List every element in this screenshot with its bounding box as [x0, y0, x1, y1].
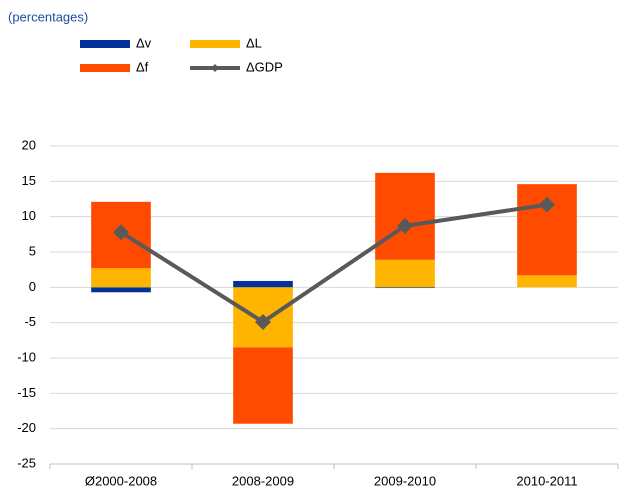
line-marker: [255, 313, 271, 330]
x-tick-label: 2010-2011: [516, 473, 577, 488]
legend-swatch: [80, 64, 130, 72]
line-marker: [539, 196, 555, 213]
legend-swatch: [190, 40, 240, 48]
y-tick-label: 15: [22, 173, 36, 188]
y-tick-label: 20: [22, 137, 36, 152]
legend-swatch: [80, 40, 130, 48]
bar-segment: [233, 347, 293, 424]
y-tick-label: -10: [17, 349, 36, 364]
y-tick-label: 0: [29, 279, 36, 294]
y-tick-label: -20: [17, 420, 36, 435]
legend-label: Δf: [136, 59, 149, 74]
legend-marker: [211, 64, 219, 72]
bar-segment: [91, 287, 151, 293]
y-tick-label: -5: [24, 314, 36, 329]
line: [119, 202, 548, 324]
bar-segment: [233, 280, 293, 288]
line-marker: [397, 217, 413, 234]
bar-segment: [91, 268, 151, 288]
legend-label: ΔGDP: [246, 59, 283, 74]
y-tick-label: -15: [17, 385, 36, 400]
y-tick-label: 5: [29, 243, 36, 258]
bar-segment: [375, 172, 435, 260]
y-tick-label: 10: [22, 208, 36, 223]
y-tick-label: -25: [17, 455, 36, 470]
bar-segment: [375, 259, 435, 288]
legend-label: ΔL: [246, 35, 262, 50]
x-tick-label: 2008-2009: [232, 473, 294, 488]
x-tick-label: 2009-2010: [374, 473, 436, 488]
chart-subtitle: (percentages): [8, 9, 88, 24]
legend-label: Δv: [136, 35, 152, 50]
x-tick-label: Ø2000-2008: [85, 473, 157, 488]
line-marker: [113, 224, 129, 241]
bar-segment: [375, 287, 435, 289]
bar-segment: [517, 275, 577, 288]
